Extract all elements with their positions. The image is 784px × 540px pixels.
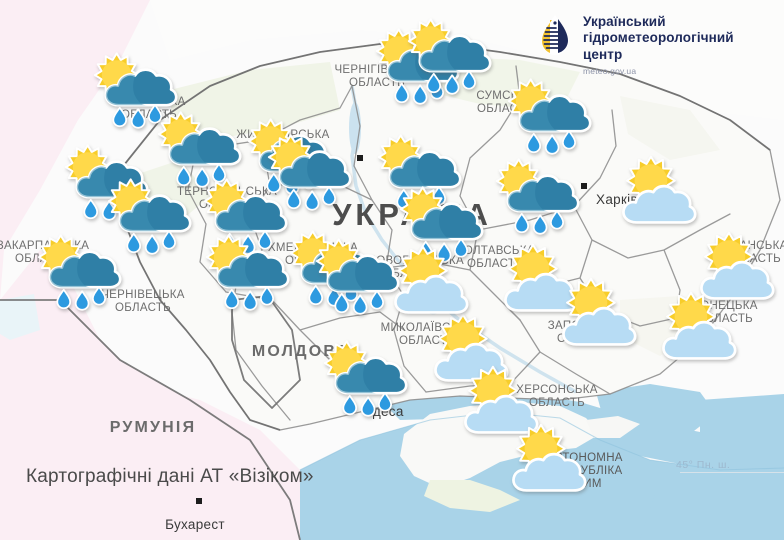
latitude-gridline: [680, 472, 784, 473]
weather-icon-odesa: [316, 334, 408, 426]
logo-website-url: meteo.gov.ua: [583, 66, 637, 77]
weather-icon-cherkasy: [308, 232, 400, 324]
weather-icon-donetsk: [648, 286, 740, 378]
city-dot: [357, 155, 363, 161]
organization-logo: Український гідрометеорологічний центр m…: [538, 14, 734, 76]
logo-line-1: Український: [583, 14, 666, 29]
cartography-credit: Картографічні дані АТ «Візіком»: [26, 466, 314, 487]
logo-line-2: гідрометеорологічний: [583, 30, 734, 46]
weather-icon-chernihiv: [400, 12, 492, 104]
weather-icon-kharkivobl: [608, 150, 700, 242]
weather-icon-zakarpattia: [30, 228, 122, 320]
weather-icon-sumy: [500, 72, 592, 164]
weather-icon-poltava: [392, 180, 484, 272]
weather-icon-chernivtsi: [198, 228, 290, 320]
weather-icon-lviv: [57, 138, 149, 230]
weather-icon-zhytomyr: [260, 128, 352, 220]
droplet-logo-icon: [541, 15, 569, 55]
weather-icon-zaporizhzhia: [548, 272, 640, 364]
weather-icon-crimea: [498, 418, 590, 510]
city-dot: [581, 183, 587, 189]
weather-icon-ternopil: [100, 172, 192, 264]
weather-icon-kharkiv: [488, 152, 580, 244]
city-dot: [196, 498, 202, 504]
weather-icon-luhansk: [686, 226, 778, 318]
logo-line-3: центр: [583, 46, 623, 62]
weather-icon-rivne: [150, 105, 242, 197]
weather-icon-kherson: [450, 360, 542, 452]
weather-icon-volyn: [86, 46, 178, 138]
weather-icon-kirovohrad: [380, 240, 472, 332]
